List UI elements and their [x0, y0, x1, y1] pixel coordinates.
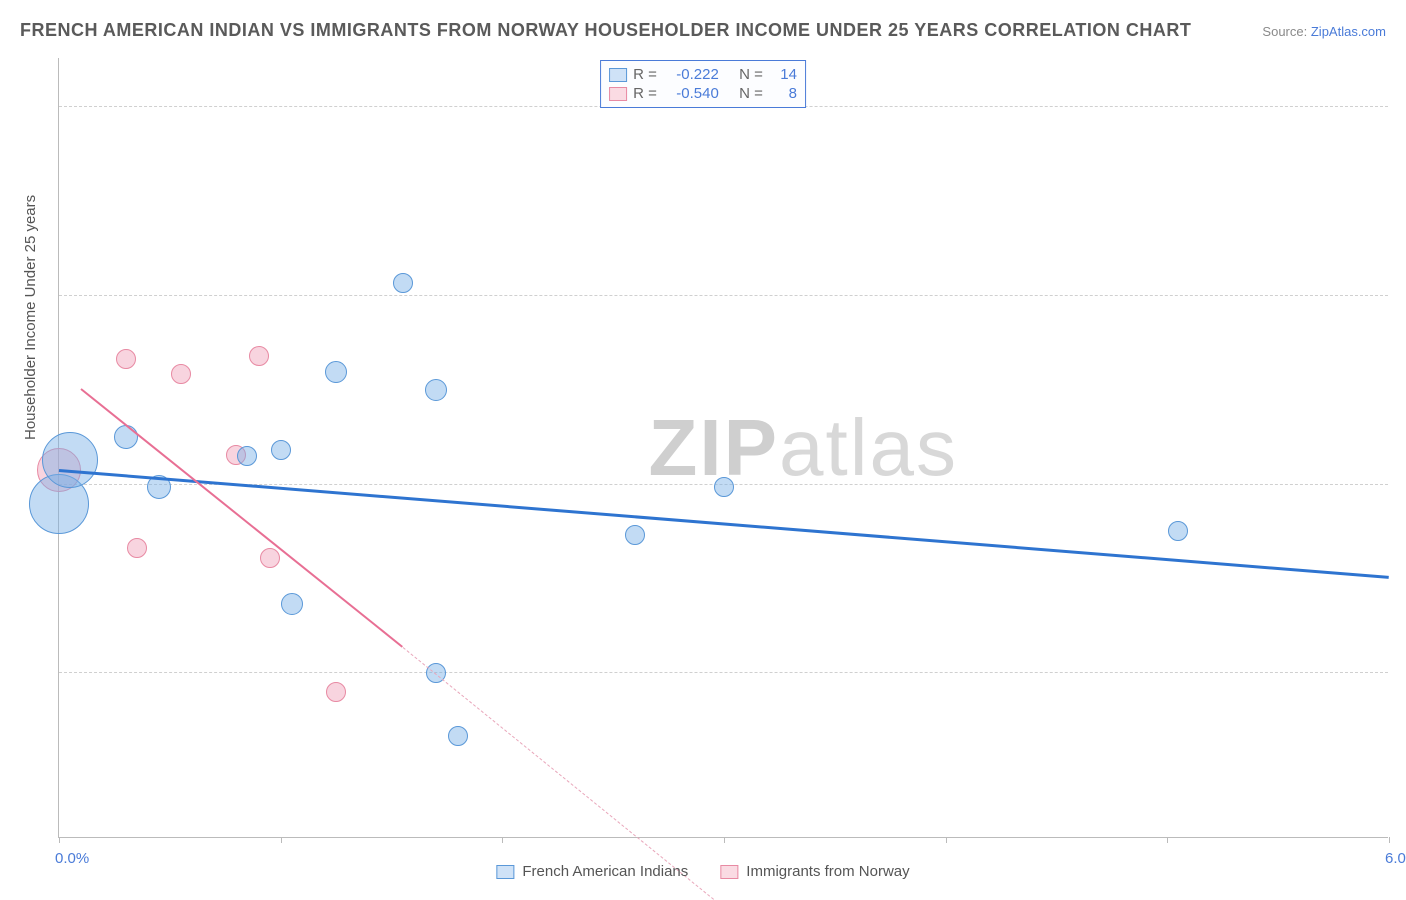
x-tick — [1167, 837, 1168, 843]
y-tick-label: $35,000 — [1396, 648, 1406, 665]
legend-label: Immigrants from Norway — [746, 863, 909, 880]
y-tick-label: $80,000 — [1396, 82, 1406, 99]
data-point-pink — [171, 364, 191, 384]
legend-item: Immigrants from Norway — [720, 863, 909, 880]
data-point-blue — [714, 477, 734, 497]
stats-legend-row: R = -0.222 N = 14 — [609, 65, 797, 84]
data-point-blue — [114, 425, 138, 449]
data-point-blue — [281, 593, 303, 615]
legend-swatch-pink — [720, 865, 738, 879]
data-point-blue — [625, 525, 645, 545]
data-point-blue — [237, 446, 257, 466]
n-label: N = — [739, 85, 763, 102]
source-label: Source: — [1262, 24, 1307, 39]
trendline-pink-extrapolated — [402, 647, 713, 899]
chart-title: FRENCH AMERICAN INDIAN VS IMMIGRANTS FRO… — [20, 20, 1191, 41]
n-label: N = — [739, 66, 763, 83]
data-point-blue — [42, 432, 98, 488]
x-tick-label: 6.0% — [1385, 850, 1406, 867]
watermark: ZIPatlas — [649, 402, 958, 494]
r-label: R = — [633, 85, 657, 102]
x-tick — [502, 837, 503, 843]
source-link[interactable]: ZipAtlas.com — [1311, 24, 1386, 39]
data-point-pink — [249, 346, 269, 366]
x-tick — [281, 837, 282, 843]
data-point-pink — [260, 548, 280, 568]
y-axis-title: Householder Income Under 25 years — [22, 195, 39, 440]
y-tick-label: $65,000 — [1396, 271, 1406, 288]
x-tick-label: 0.0% — [55, 850, 89, 867]
r-value: -0.540 — [663, 85, 719, 102]
x-tick — [946, 837, 947, 843]
x-tick — [724, 837, 725, 843]
gridline-h — [59, 672, 1388, 673]
legend-swatch-blue — [609, 68, 627, 82]
legend-swatch-pink — [609, 87, 627, 101]
watermark-light: atlas — [779, 403, 958, 492]
source-credit: Source: ZipAtlas.com — [1262, 24, 1386, 39]
x-tick — [59, 837, 60, 843]
watermark-bold: ZIP — [649, 403, 779, 492]
trendline-pink — [81, 389, 404, 648]
data-point-blue — [425, 379, 447, 401]
data-point-blue — [271, 440, 291, 460]
r-label: R = — [633, 66, 657, 83]
legend-item: French American Indians — [496, 863, 688, 880]
legend-label: French American Indians — [522, 863, 688, 880]
data-point-blue — [325, 361, 347, 383]
data-point-pink — [116, 349, 136, 369]
n-value: 8 — [769, 85, 797, 102]
gridline-h — [59, 295, 1388, 296]
data-point-pink — [326, 682, 346, 702]
stats-legend-row: R = -0.540 N = 8 — [609, 84, 797, 103]
legend-swatch-blue — [496, 865, 514, 879]
stats-legend: R = -0.222 N = 14 R = -0.540 N = 8 — [600, 60, 806, 108]
data-point-blue — [1168, 521, 1188, 541]
series-legend: French American Indians Immigrants from N… — [496, 863, 909, 880]
r-value: -0.222 — [663, 66, 719, 83]
data-point-pink — [127, 538, 147, 558]
y-tick-label: $50,000 — [1396, 459, 1406, 476]
chart-plot-area: ZIPatlas $35,000$50,000$65,000$80,0000.0… — [58, 58, 1388, 838]
data-point-blue — [393, 273, 413, 293]
data-point-blue — [448, 726, 468, 746]
n-value: 14 — [769, 66, 797, 83]
x-tick — [1389, 837, 1390, 843]
